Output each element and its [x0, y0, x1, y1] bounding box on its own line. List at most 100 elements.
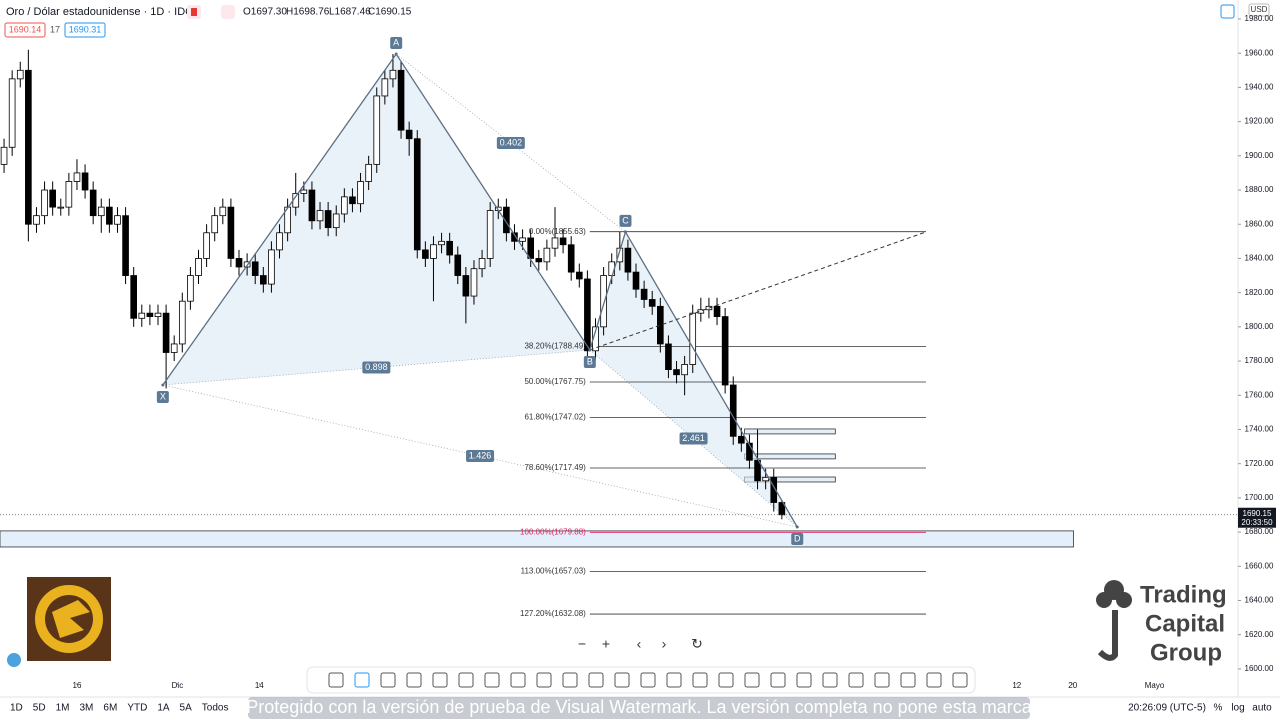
tool-icon[interactable]	[380, 672, 396, 688]
compare-icon[interactable]	[221, 5, 235, 19]
point-label: D	[794, 533, 801, 543]
scale-option[interactable]: %	[1214, 703, 1223, 714]
candle-body	[170, 343, 178, 353]
timeframe-button[interactable]: 5D	[33, 703, 46, 714]
tool-icon[interactable]	[510, 672, 526, 688]
scale-option[interactable]: auto	[1252, 703, 1272, 714]
j-icon	[1097, 610, 1118, 661]
timeframe-button[interactable]: 1D	[10, 703, 23, 714]
timeframe-button[interactable]: 1A	[157, 703, 170, 714]
club-icon	[1096, 592, 1112, 608]
ohlc-high: H1698.76	[286, 7, 330, 18]
point-label-bg	[791, 532, 804, 545]
tool-icon[interactable]	[952, 672, 968, 688]
candle-body	[0, 146, 8, 165]
tool-icon[interactable]	[718, 672, 734, 688]
tv-logo	[7, 653, 21, 667]
bid-box[interactable]	[4, 22, 46, 38]
candle-body	[154, 312, 162, 317]
ratio-label: 1.426	[469, 450, 492, 460]
candle-body	[405, 129, 413, 140]
tool-icon[interactable]	[588, 672, 604, 688]
currency: USD	[1251, 5, 1268, 14]
ratio-line	[395, 53, 626, 233]
timeframe-button[interactable]: 6M	[103, 703, 117, 714]
y-tick-label: 1860.00	[1245, 219, 1274, 228]
candle-body	[689, 312, 697, 365]
candle-body	[746, 442, 753, 461]
candle-body	[211, 215, 219, 234]
candle-body	[41, 189, 48, 217]
x-tick-label: 20	[1068, 681, 1077, 690]
candle-body	[187, 275, 194, 302]
tool-icon[interactable]	[536, 672, 552, 688]
tool-icon[interactable]	[562, 672, 578, 688]
candle-body	[543, 247, 551, 263]
logo-text: Group	[1150, 639, 1222, 666]
candle-body	[16, 69, 24, 80]
y-tick-label: 1840.00	[1245, 254, 1274, 263]
tool-icon[interactable]	[354, 672, 370, 688]
candle-body	[25, 69, 32, 225]
zoom-button[interactable]: ›	[662, 636, 667, 652]
candle-body	[413, 138, 421, 251]
candle-body	[478, 258, 486, 270]
candle-body	[114, 215, 121, 225]
candle-body	[551, 237, 559, 249]
zoom-button[interactable]: ↻	[691, 636, 703, 652]
zoom-button[interactable]: −	[578, 636, 586, 652]
tool-icon[interactable]	[406, 672, 422, 688]
settings-icon[interactable]	[1220, 4, 1235, 19]
symbol: Oro / Dólar estadounidense · 1D · IDC	[6, 6, 193, 18]
candle-body	[138, 312, 146, 319]
ratio-label: 0.402	[500, 137, 523, 147]
candle-body	[600, 275, 607, 328]
candle-body	[162, 312, 170, 353]
ask-box[interactable]	[64, 22, 106, 38]
candle-body	[462, 275, 470, 297]
ratio-line	[589, 349, 798, 528]
tool-icon[interactable]	[432, 672, 448, 688]
candle-body	[665, 343, 672, 371]
tool-icon[interactable]	[458, 672, 474, 688]
timeframe-button[interactable]: YTD	[127, 703, 147, 714]
tool-icon[interactable]	[926, 672, 942, 688]
pattern-fill	[589, 231, 798, 527]
tool-icon[interactable]	[900, 672, 916, 688]
ratio-label: 2.461	[682, 433, 705, 443]
candle-body	[316, 210, 324, 222]
ratio-label-bg	[362, 361, 391, 374]
timeframe-button[interactable]: 5A	[180, 703, 193, 714]
timeframe-button[interactable]: 3M	[80, 703, 94, 714]
tool-icon[interactable]	[796, 672, 812, 688]
scale-option[interactable]: log	[1231, 703, 1244, 714]
candle-body	[178, 300, 186, 345]
tool-icon[interactable]	[484, 672, 500, 688]
tool-icon[interactable]	[822, 672, 838, 688]
tool-icon[interactable]	[666, 672, 682, 688]
price-axis-bg	[1238, 0, 1280, 697]
tool-icon[interactable]	[848, 672, 864, 688]
candle-body	[454, 254, 462, 276]
candle-body	[373, 95, 381, 165]
zoom-button[interactable]: +	[602, 636, 610, 652]
tool-icon[interactable]	[744, 672, 760, 688]
y-tick-label: 1760.00	[1245, 390, 1274, 399]
tool-icon[interactable]	[640, 672, 656, 688]
tool-icon[interactable]	[874, 672, 890, 688]
y-tick-label: 1960.00	[1245, 48, 1274, 57]
y-tick-label: 1920.00	[1245, 117, 1274, 126]
candle-body	[8, 78, 16, 148]
timeframe-button[interactable]: 1M	[56, 703, 70, 714]
timeframe-button[interactable]: Todos	[202, 703, 229, 714]
y-tick-label: 1620.00	[1245, 630, 1274, 639]
candle-body	[729, 384, 737, 437]
tool-icon[interactable]	[770, 672, 786, 688]
tool-icon[interactable]	[614, 672, 630, 688]
tool-icon[interactable]	[692, 672, 708, 688]
eagle-logo-head	[52, 600, 90, 638]
zoom-button[interactable]: ‹	[637, 636, 642, 652]
candle-body	[268, 249, 275, 285]
tool-icon[interactable]	[328, 672, 344, 688]
candle-body	[97, 206, 105, 217]
